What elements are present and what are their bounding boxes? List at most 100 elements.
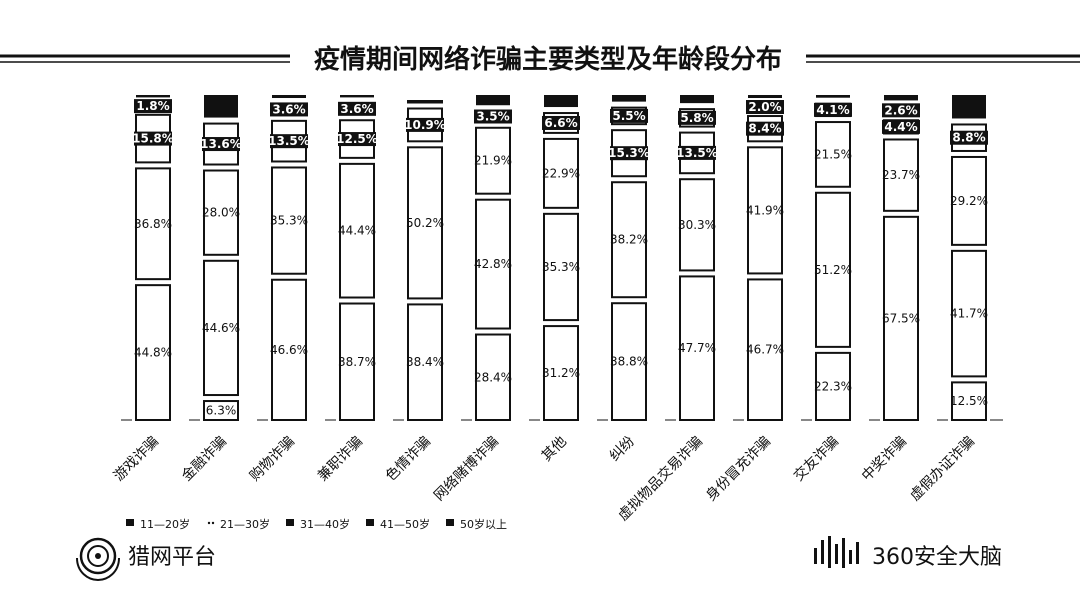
data-label: 46.7% <box>746 343 784 357</box>
bar-segment <box>951 381 987 421</box>
bar-segment <box>884 95 918 101</box>
data-label: 38.2% <box>610 233 648 247</box>
data-label: 6.6% <box>544 116 577 130</box>
data-label: 36.8% <box>134 217 172 231</box>
data-label-background <box>338 101 376 116</box>
bar-segment <box>952 95 986 119</box>
data-label: 28.4% <box>474 370 512 384</box>
data-label: 41.7% <box>950 307 988 321</box>
category-label: 色情诈骗 <box>382 433 434 485</box>
bar-segment <box>543 212 579 322</box>
bar-segment <box>340 95 374 98</box>
bar-segment <box>543 325 579 422</box>
bar-segment <box>611 181 647 299</box>
bar-segment <box>951 249 987 378</box>
bar-segment <box>407 100 443 104</box>
data-label: 8.8% <box>952 131 985 145</box>
data-label: 23.7% <box>882 168 920 182</box>
data-label: 10.9% <box>404 118 446 132</box>
data-label: 22.3% <box>814 379 852 393</box>
legend-label: 31—40岁 <box>300 517 350 531</box>
category-label: 网络赌博诈骗 <box>430 433 501 504</box>
bar-segment <box>883 215 919 421</box>
data-label: 30.3% <box>678 218 716 232</box>
data-label: 44.4% <box>338 224 376 238</box>
data-label: 22.9% <box>542 166 580 180</box>
data-label-background <box>610 108 648 123</box>
bar-segment <box>543 137 579 209</box>
data-label: 42.8% <box>474 257 512 271</box>
bar-segment <box>815 121 851 188</box>
bar-segment <box>612 95 646 102</box>
data-label: 44.6% <box>202 321 240 335</box>
logo-left-text: 猎网平台 <box>128 545 216 570</box>
data-label-background <box>678 145 716 160</box>
category-label: 金融诈骗 <box>179 434 230 485</box>
bar-segment <box>203 400 239 421</box>
bar-segment <box>203 169 239 256</box>
data-label: 38.7% <box>338 355 376 369</box>
category-label: 身份冒充诈骗 <box>703 434 774 505</box>
bar-segment <box>339 302 375 421</box>
data-label: 13.6% <box>200 137 242 151</box>
data-label: 46.6% <box>270 343 308 357</box>
bar-segment <box>815 191 851 348</box>
legend-swatch <box>366 519 374 526</box>
data-label: 50.2% <box>406 216 444 230</box>
legend-label: 50岁以上 <box>460 517 507 531</box>
data-label-background <box>882 103 920 118</box>
logo-right-text: 360安全大脑 <box>872 545 1002 570</box>
bar-segment <box>475 198 511 330</box>
data-label: 5.5% <box>612 109 645 123</box>
legend-label: 21—30岁 <box>220 517 270 531</box>
data-label-background <box>746 121 784 136</box>
data-label-background <box>270 134 308 149</box>
data-label: 1.8% <box>136 99 169 113</box>
bar-segment <box>203 259 239 397</box>
bar-segment <box>475 333 511 421</box>
bar-segment <box>816 95 850 98</box>
data-label: 21.9% <box>474 154 512 168</box>
data-label: 29.2% <box>950 194 988 208</box>
legend-swatch <box>286 519 294 526</box>
bar-segment <box>475 126 511 195</box>
title-group: 疫情期间网络诈骗主要类型及年龄段分布 <box>0 44 1080 75</box>
bar-segment <box>476 95 510 106</box>
labels-layer: 44.8% 36.8% 15.8% 1.8% 6.3% 44.6% 28.0% 13.6% 46… <box>132 99 988 418</box>
data-label-background <box>746 100 784 115</box>
data-label-background <box>678 110 716 125</box>
bar-segment <box>883 138 919 212</box>
bar-segment <box>136 95 170 98</box>
bar-segment <box>407 146 443 300</box>
data-label-background <box>610 146 648 161</box>
legend-swatch <box>211 521 215 525</box>
data-label: 47.7% <box>678 341 716 355</box>
data-label: 15.3% <box>608 146 650 160</box>
legend-swatch <box>446 519 454 526</box>
data-label: 12.5% <box>950 394 988 408</box>
logo-left: 猎网平台 <box>76 537 216 582</box>
bar-segment <box>815 351 851 422</box>
logo-left-emblem <box>76 537 120 582</box>
legend-swatch <box>126 519 134 526</box>
data-label: 35.3% <box>542 260 580 274</box>
data-label: 21.5% <box>814 147 852 161</box>
bar-segment <box>135 284 171 422</box>
data-label: 3.5% <box>476 110 509 124</box>
data-label: 13.5% <box>268 134 310 148</box>
data-label: 8.4% <box>748 122 781 136</box>
data-label: 13.5% <box>676 146 718 160</box>
category-label: 交友诈骗 <box>790 433 842 485</box>
bar-segment <box>680 95 714 104</box>
category-label: 游戏诈骗 <box>111 434 162 485</box>
bar-segment <box>272 95 306 99</box>
category-label: 兼职诈骗 <box>315 434 366 485</box>
bar-segment <box>339 162 375 299</box>
category-label: 中奖诈骗 <box>858 433 910 485</box>
bar-segment <box>271 278 307 422</box>
bar-segment <box>747 278 783 422</box>
category-label: 纠纷 <box>607 434 638 465</box>
bar-segment <box>204 95 238 118</box>
bar-segment <box>407 303 443 421</box>
